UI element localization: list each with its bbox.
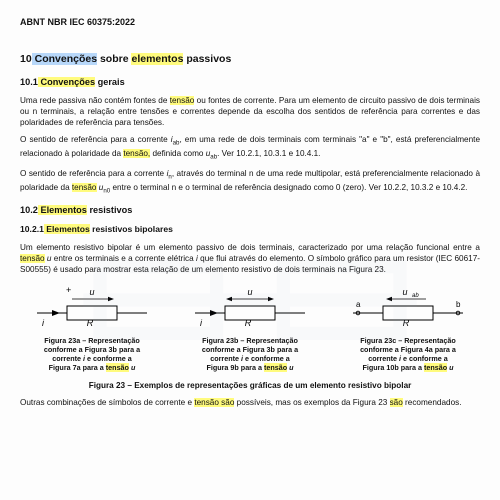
t: e conforme a [85,354,132,363]
t: Figura 23a – Representação [44,336,139,345]
fig23a-caption: Figura 23a – Representação conforme a Fi… [20,336,164,372]
hl: Elementos [38,205,87,215]
hl: tensão [72,183,97,192]
hl: tensão [194,398,219,407]
t: Figura 23c – Representação [360,336,455,345]
t: resistivos bipolares [90,224,173,234]
it: u [447,363,453,372]
hl: elementos [131,53,183,65]
t: . Ver 10.2.1, 10.3.1 e 10.4.1. [217,149,320,158]
figure-23c: u ab a b R Figura 23c – Representação co… [336,283,480,372]
num: 10.2 [20,205,38,215]
fig23a-svg: u i R + [32,283,152,329]
num: 10.1 [20,77,38,87]
t: corrente [210,354,241,363]
t: Um elemento resistivo bipolar é um eleme… [20,243,480,252]
svg-text:R: R [87,318,94,328]
svg-text:i: i [200,318,203,328]
hl: tensão [106,363,129,372]
t: recomendados. [403,398,462,407]
num: 10.2.1 [20,224,44,234]
svg-text:b: b [456,300,461,309]
section-10.2-heading: 10.2 Elementos resistivos [20,204,480,216]
t: Outras combinações de símbolos de corren… [20,398,194,407]
section-10.2.1-heading: 10.2.1 Elementos resistivos bipolares [20,224,480,236]
t: e conforme a [243,354,290,363]
para-4: Um elemento resistivo bipolar é um eleme… [20,242,480,275]
hl: tensão [264,363,287,372]
t: conforme a Figura 3b para a [44,345,140,354]
t: e conforme a [401,354,448,363]
it: u [287,363,293,372]
t: Figura 10b para a [362,363,424,372]
svg-text:R: R [245,318,252,328]
hl: Convenções [32,53,97,65]
t: conforme a Figura 4a para a [360,345,456,354]
t: Figura 7a para a [49,363,106,372]
hl: tensão [20,254,45,263]
section-10.1-heading: 10.1 Convenções gerais [20,76,480,88]
para-3: O sentido de referência para a corrente … [20,168,480,196]
svg-text:a: a [356,300,361,309]
para-2: O sentido de referência para a corrente … [20,134,480,162]
t: corrente [368,354,399,363]
figure-23-row: u i R + Figura 23a – Representação confo… [20,283,480,372]
t: gerais [95,77,125,87]
t: Uma rede passiva não contém fontes de [20,96,170,105]
hl: tensão, [123,149,150,158]
t: conforme a Figura 3b para a [202,345,298,354]
t: entre o terminal n e o terminal de refer… [110,183,467,192]
fig23c-caption: Figura 23c – Representação conforme a Fi… [336,336,480,372]
hl: Elementos [44,224,90,234]
t: O sentido de referência para a corrente [20,169,167,178]
fig23b-caption: Figura 23b – Representação conforme a Fi… [178,336,322,372]
doc-header: ABNT NBR IEC 60375:2022 [20,16,480,28]
t: corrente [52,354,83,363]
fig23b-svg: u i R [190,283,310,329]
t: definida como [150,149,206,158]
svg-text:u: u [247,287,252,297]
fig23c-svg: u ab a b R [348,283,468,329]
t: sobre [97,53,131,65]
hl: são [390,398,403,407]
figure-23-caption: Figura 23 – Exemplos de representações g… [20,380,480,391]
para-5: Outras combinações de símbolos de corren… [20,397,480,408]
svg-text:i: i [42,318,45,328]
figure-23b: u i R Figura 23b – Representação conform… [178,283,322,372]
para-1: Uma rede passiva não contém fontes de te… [20,95,480,128]
hl: tensão [170,96,195,105]
svg-text:u: u [402,287,407,297]
t: O sentido de referência para a corrente [20,135,171,144]
num: 10 [20,53,32,65]
svg-text:ab: ab [412,293,419,299]
hl: são [219,398,234,407]
svg-text:R: R [403,318,410,328]
svg-text:u: u [89,287,94,297]
hl: tensão [424,363,447,372]
t: entre os terminais e a corrente elétrica [51,254,196,263]
hl: Convenções [38,77,95,87]
t: passivos [183,53,231,65]
t: Figura 23b – Representação [202,336,298,345]
t: resistivos [87,205,132,215]
svg-text:+: + [66,285,71,295]
section-10-heading: 10 Convenções sobre elementos passivos [20,52,480,66]
t: Figura 9b para a [206,363,264,372]
it: u [129,363,135,372]
t: possíveis, mas os exemplos da Figura 23 [234,398,389,407]
figure-23a: u i R + Figura 23a – Representação confo… [20,283,164,372]
